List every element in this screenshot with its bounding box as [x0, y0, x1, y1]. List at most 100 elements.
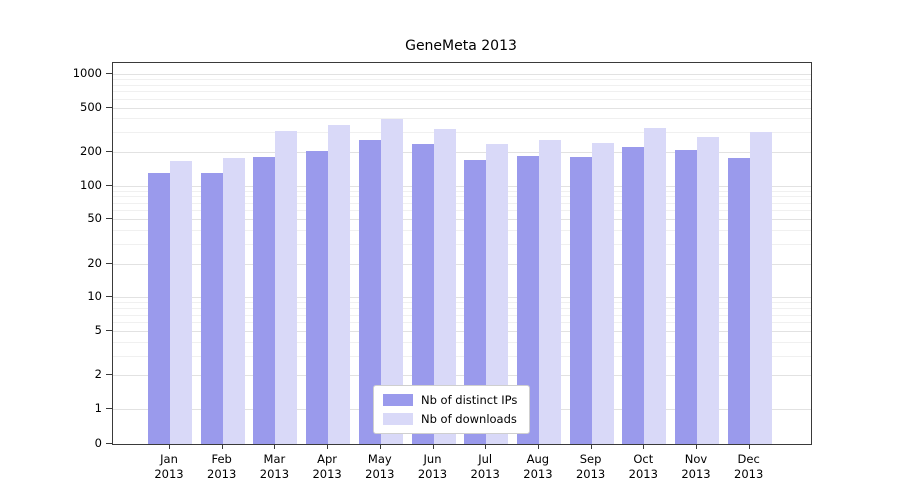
plot-area: Nb of distinct IPs Nb of downloads	[112, 62, 812, 445]
gridline-minor	[113, 84, 811, 86]
legend: Nb of distinct IPs Nb of downloads	[373, 385, 531, 434]
x-tick-label: Aug 2013	[523, 452, 553, 481]
y-tick-label: 2	[94, 367, 102, 382]
gridline-minor	[113, 132, 811, 134]
gridline-major	[113, 107, 811, 109]
gridline-minor	[113, 302, 811, 304]
x-tick-mark	[643, 444, 645, 449]
legend-swatch-distinct-ips	[383, 394, 413, 406]
bar-downloads	[222, 158, 245, 444]
x-tick-label: Jun 2013	[417, 452, 448, 481]
bar-downloads	[538, 140, 561, 444]
y-tick-label: 20	[87, 255, 102, 270]
bar-downloads	[170, 161, 192, 444]
bar-downloads	[433, 129, 456, 444]
gridline-minor	[113, 244, 811, 245]
x-tick-label: Oct 2013	[628, 452, 658, 481]
y-tick-label: 10	[87, 289, 102, 304]
bar-downloads	[749, 131, 772, 444]
bar-distinct-ips	[675, 149, 697, 444]
gridline-minor	[113, 341, 811, 343]
y-tick-mark	[106, 184, 112, 186]
gridline-minor	[113, 79, 811, 80]
y-tick-mark	[106, 150, 112, 152]
gridline-minor	[113, 91, 811, 93]
bar-distinct-ips	[569, 157, 592, 444]
y-tick-mark	[106, 296, 112, 298]
x-tick-mark	[221, 444, 223, 449]
bar-distinct-ips	[306, 150, 329, 444]
y-tick-label: 5	[94, 322, 102, 337]
legend-label-distinct-ips: Nb of distinct IPs	[421, 393, 518, 407]
x-tick-label: May 2013	[365, 452, 395, 481]
y-tick-label: 100	[80, 177, 102, 192]
bar-distinct-ips	[411, 144, 434, 444]
gridline-minor	[113, 355, 811, 357]
bar-distinct-ips	[622, 147, 645, 444]
y-tick-label: 1	[94, 401, 102, 415]
y-tick-mark	[106, 329, 112, 331]
gridline-minor	[113, 196, 811, 198]
x-tick-label: Apr 2013	[312, 452, 342, 481]
y-tick-mark	[106, 443, 112, 444]
gridline-major	[113, 263, 811, 265]
legend-entry-downloads: Nb of downloads	[383, 412, 517, 426]
bar-distinct-ips	[464, 159, 487, 444]
bar-downloads	[591, 143, 614, 444]
x-tick-label: Dec 2013	[734, 452, 764, 481]
x-tick-label: Jul 2013	[470, 452, 500, 481]
y-tick-mark	[106, 408, 112, 409]
gridline-major	[113, 297, 811, 299]
y-tick-label: 500	[80, 99, 102, 114]
bar-distinct-ips	[516, 155, 539, 444]
legend-entry-distinct-ips: Nb of distinct IPs	[383, 393, 517, 407]
x-tick-label: Feb 2013	[207, 452, 237, 481]
bar-downloads	[644, 128, 667, 444]
y-tick-mark	[106, 374, 112, 376]
x-tick-mark	[379, 444, 381, 449]
x-tick-label: Sep 2013	[575, 452, 606, 481]
bar-downloads	[328, 124, 351, 444]
bar-distinct-ips	[200, 172, 223, 444]
x-tick-label: Nov 2013	[681, 452, 711, 481]
x-tick-mark	[432, 444, 434, 449]
gridline-major	[113, 330, 811, 332]
x-tick-mark	[327, 444, 329, 449]
bar-distinct-ips	[148, 172, 170, 444]
y-tick-label: 200	[80, 143, 102, 158]
gridline-minor	[113, 118, 811, 120]
legend-label-downloads: Nb of downloads	[421, 412, 517, 426]
bar-distinct-ips	[358, 140, 381, 444]
x-tick-mark	[590, 444, 592, 449]
gridline-minor	[113, 314, 811, 316]
gridline-minor	[113, 190, 811, 192]
x-tick-label: Mar 2013	[259, 452, 290, 481]
x-tick-mark	[169, 444, 170, 449]
x-tick-mark	[696, 444, 697, 449]
y-tick-label: 50	[87, 211, 102, 226]
x-tick-mark	[537, 444, 539, 449]
x-tick-mark	[485, 444, 487, 449]
x-tick-mark	[274, 444, 276, 449]
gridline-minor	[113, 230, 811, 232]
y-tick-mark	[106, 106, 112, 108]
y-tick-mark	[106, 218, 112, 220]
bar-distinct-ips	[727, 158, 750, 444]
gridline-minor	[113, 202, 811, 204]
gridline-minor	[113, 98, 811, 100]
gridline-minor	[113, 322, 811, 324]
gridline-major	[113, 185, 811, 187]
gridline-minor	[113, 210, 811, 212]
bar-downloads	[275, 130, 298, 444]
y-tick-label: 1000	[72, 65, 102, 80]
gridline-major	[113, 73, 811, 75]
gridline-major	[113, 219, 811, 221]
bar-downloads	[486, 144, 509, 444]
bar-downloads	[380, 118, 403, 444]
y-tick-mark	[106, 72, 112, 74]
legend-swatch-downloads	[383, 413, 413, 425]
gridline-minor	[113, 308, 811, 310]
y-tick-mark	[106, 262, 112, 264]
x-tick-mark	[748, 444, 750, 449]
